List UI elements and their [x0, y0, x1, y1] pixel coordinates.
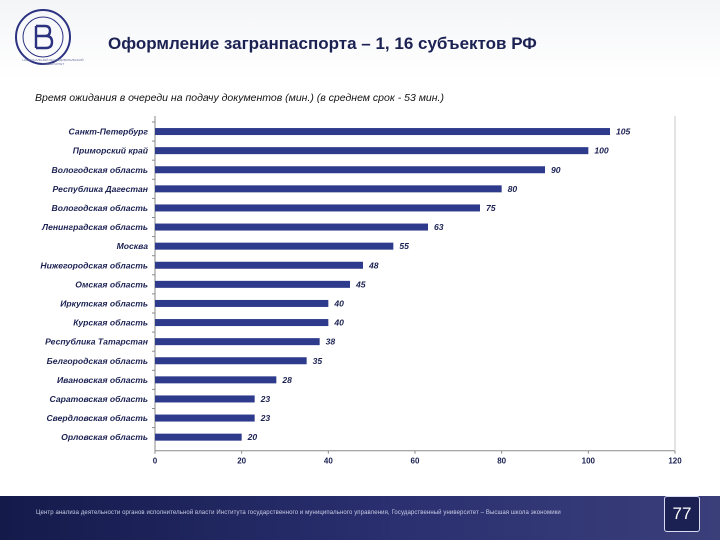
category-label: Орловская область [61, 432, 148, 442]
category-label: Республика Татарстан [45, 337, 149, 347]
category-label: Вологодская область [52, 203, 148, 213]
category-label: Санкт-Петербург [69, 127, 149, 137]
footer-text: Центр анализа деятельности органов испол… [36, 510, 561, 516]
category-label: Иркутская область [60, 298, 148, 308]
bar [155, 242, 394, 250]
category-label: Вологодская область [52, 165, 148, 175]
logo-caption: НАЦИОНАЛЬНЫЙ ИССЛЕДОВАТЕЛЬСКИЙ УНИВЕРСИТ… [22, 58, 84, 66]
bar [155, 261, 363, 269]
x-tick-label: 80 [497, 457, 506, 466]
value-label: 75 [486, 203, 496, 213]
value-label: 55 [399, 241, 409, 251]
bar [155, 299, 329, 307]
category-label: Москва [117, 241, 149, 251]
category-label: Омская область [75, 279, 148, 289]
bar [155, 223, 428, 231]
page-title: Оформление загранпаспорта – 1, 16 субъек… [108, 34, 537, 53]
value-label: 100 [594, 146, 609, 156]
footer-bar: Центр анализа деятельности органов испол… [0, 496, 720, 540]
value-label: 80 [508, 184, 518, 194]
bar [155, 395, 255, 403]
bar [155, 414, 255, 422]
bar [155, 319, 329, 327]
bar [155, 147, 589, 155]
value-label: 20 [247, 432, 258, 442]
value-label: 40 [333, 298, 344, 308]
category-label: Ивановская область [57, 375, 148, 385]
value-label: 38 [326, 337, 336, 347]
bar [155, 166, 545, 174]
bar [155, 280, 350, 288]
value-label: 35 [313, 356, 323, 366]
x-tick-label: 20 [237, 457, 246, 466]
x-tick-label: 40 [324, 457, 333, 466]
chart-subtitle: Время ожидания в очереди на подачу докум… [35, 92, 444, 104]
value-label: 23 [260, 394, 271, 404]
value-label: 23 [260, 413, 271, 423]
university-logo-icon [15, 9, 71, 65]
bar [155, 185, 502, 193]
x-tick-label: 100 [582, 457, 596, 466]
category-label: Саратовская область [49, 394, 148, 404]
value-label: 90 [551, 165, 561, 175]
x-tick-label: 60 [411, 457, 420, 466]
bar [155, 338, 320, 346]
bar [155, 128, 610, 136]
value-label: 45 [355, 279, 366, 289]
header-background [0, 0, 720, 80]
category-label: Курская область [73, 318, 148, 328]
value-label: 40 [333, 318, 344, 328]
category-label: Приморский край [73, 146, 149, 156]
category-label: Ленинградская область [41, 222, 148, 232]
bar-chart: Санкт-Петербург 105 Приморский край 100 Воло… [40, 116, 682, 466]
bar [155, 204, 480, 212]
value-label: 105 [616, 127, 631, 137]
x-tick-label: 120 [668, 457, 682, 466]
bar [155, 433, 242, 441]
bar [155, 376, 277, 384]
category-label: Нижегородская область [40, 260, 148, 270]
category-label: Свердловская область [46, 413, 148, 423]
bar [155, 357, 307, 365]
value-label: 63 [434, 222, 444, 232]
category-label: Белгородская область [47, 356, 148, 366]
value-label: 28 [281, 375, 292, 385]
category-label: Республика Дагестан [53, 184, 149, 194]
value-label: 48 [368, 260, 379, 270]
page-number: 77 [664, 496, 700, 532]
x-tick-label: 0 [153, 457, 158, 466]
